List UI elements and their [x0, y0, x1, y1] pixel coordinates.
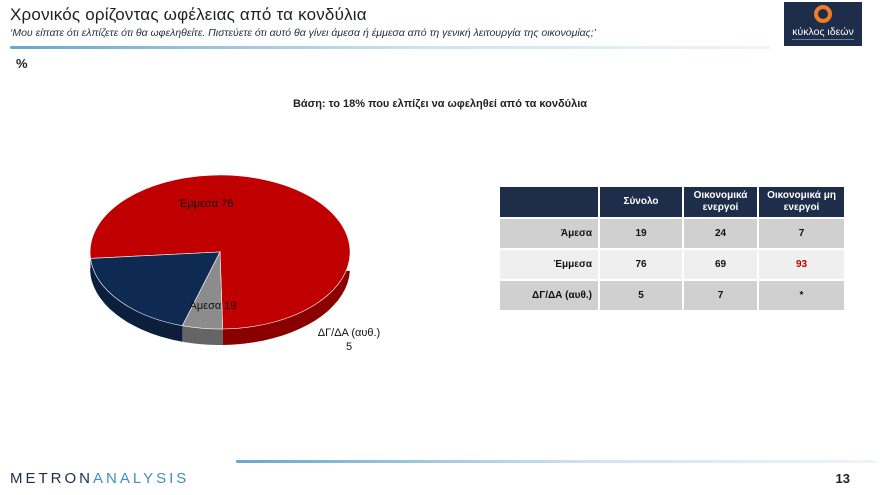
- slide-title: Χρονικός ορίζοντας ωφέλειας από τα κονδύ…: [10, 5, 367, 24]
- brand-part-2: ANALYSIS: [93, 470, 190, 487]
- header-divider: [10, 46, 770, 49]
- row-label: Άμεσα: [500, 219, 598, 248]
- table-row: Έμμεσα 76 69 93: [500, 250, 844, 279]
- column-header: Οικονομικά μη ενεργοί: [759, 187, 844, 217]
- table-row: Άμεσα 19 24 7: [500, 219, 844, 248]
- pie-tops: [89, 174, 351, 330]
- table-cell: 24: [684, 219, 757, 248]
- column-header: Οικονομικά ενεργοί: [684, 187, 757, 217]
- slice-label-direct: Άμεσα 19: [189, 300, 236, 312]
- table-cell: 76: [600, 250, 682, 279]
- question-text: ‘Μου είπατε ότι ελπίζετε ότι θα ωφεληθεί…: [10, 27, 597, 39]
- page-number: 13: [835, 471, 850, 486]
- pie-slice-direct: [90, 251, 221, 327]
- logo-text: κύκλος ιδεών: [792, 26, 854, 38]
- table-cell: 19: [600, 219, 682, 248]
- brand-logo: METRONANALYSIS: [10, 470, 189, 487]
- table-cell: 7: [684, 281, 757, 310]
- pie-slice-dk: [181, 250, 224, 330]
- slice-label-indirect: Έμμεσα 76: [178, 198, 234, 210]
- results-table: Σύνολο Οικονομικά ενεργοί Οικονομικά μη …: [498, 185, 846, 312]
- pie-slice-indirect-side: [90, 252, 350, 345]
- pie-slice-dk-side: [182, 325, 223, 345]
- kyklos-ideon-logo: κύκλος ιδεών: [784, 2, 862, 46]
- table-cell: *: [759, 281, 844, 310]
- column-header: Σύνολο: [600, 187, 682, 217]
- table-corner: [500, 187, 598, 217]
- footer-divider: [236, 460, 876, 463]
- row-label: Έμμεσα: [500, 250, 598, 279]
- pie-slice-direct-side: [90, 258, 183, 342]
- row-label: ΔΓ/ΔΑ (αυθ.): [500, 281, 598, 310]
- table-cell: 7: [759, 219, 844, 248]
- table-cell-highlight: 93: [759, 250, 844, 279]
- logo-ring-icon: [814, 5, 832, 23]
- unit-label: %: [16, 56, 28, 71]
- table-header-row: Σύνολο Οικονομικά ενεργοί Οικονομικά μη …: [500, 187, 844, 217]
- pie-sides: [90, 252, 350, 345]
- slice-value-dk: 5: [346, 341, 352, 353]
- logo-underline: [792, 39, 854, 40]
- table-cell: 5: [600, 281, 682, 310]
- slice-label-dk: ΔΓ/ΔΑ (αυθ.): [318, 327, 380, 339]
- base-note: Βάση: το 18% που ελπίζει να ωφεληθεί από…: [292, 98, 588, 110]
- table-row: ΔΓ/ΔΑ (αυθ.) 5 7 *: [500, 281, 844, 310]
- table-cell: 69: [684, 250, 757, 279]
- brand-part-1: METRON: [10, 470, 93, 487]
